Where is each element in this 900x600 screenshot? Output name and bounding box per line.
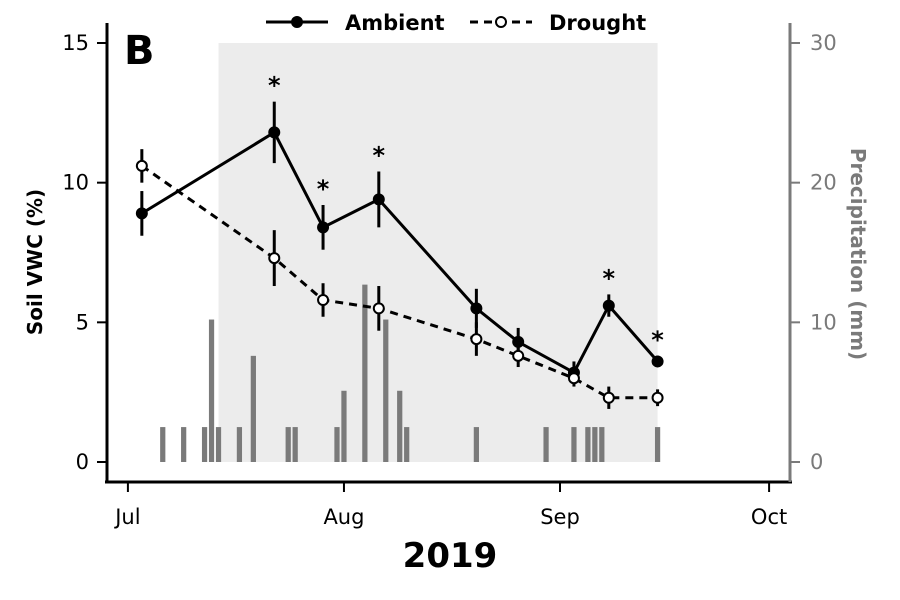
significance-markers: * * * * *: [268, 72, 664, 354]
precip-bar: [341, 390, 347, 462]
legend-ambient-marker: [291, 16, 303, 28]
y2-tick-label: 30: [810, 31, 837, 55]
data-point-ambient: [317, 221, 330, 234]
x-tick-label: Aug: [323, 505, 364, 529]
precip-bar: [654, 427, 661, 462]
x-tick-label: Oct: [751, 505, 787, 529]
y2-tick-label: 10: [810, 310, 837, 334]
panel-label: B: [124, 28, 155, 74]
precip-bar: [334, 427, 340, 462]
precip-bar: [208, 319, 215, 462]
precip-bar: [383, 319, 389, 462]
significance-star: *: [603, 264, 616, 292]
precip-bar: [215, 427, 222, 462]
precip-bar: [292, 427, 298, 462]
data-point-ambient: [470, 302, 483, 315]
precip-bar: [201, 427, 208, 462]
drought-period-rect: [218, 43, 658, 462]
data-point-drought: [372, 302, 385, 315]
x-tick-label: Sep: [540, 505, 580, 529]
y-tick-label: 15: [62, 31, 89, 55]
data-point-ambient: [372, 193, 385, 206]
data-point-drought: [512, 349, 525, 362]
data-point-drought: [317, 293, 330, 306]
data-point-drought: [268, 252, 281, 265]
precip-bar: [250, 355, 256, 462]
y-tick-label: 0: [76, 450, 89, 474]
precip-bar: [181, 427, 187, 462]
y-tick-label: 10: [62, 171, 89, 195]
data-point-drought: [602, 391, 615, 404]
y2-axis-title: Precipitation (mm): [846, 148, 870, 360]
x-tick-label: Jul: [113, 505, 140, 529]
x-axis-title: 2019: [403, 536, 498, 576]
significance-star: *: [651, 326, 664, 354]
data-point-ambient: [651, 355, 664, 368]
y-axis-title: Soil VWC (%): [23, 189, 47, 335]
drought-period-shading: [218, 43, 658, 462]
precip-bar: [362, 284, 368, 462]
legend: Ambient Drought: [266, 11, 646, 35]
precip-bar: [585, 427, 591, 462]
data-point-drought: [651, 391, 664, 404]
data-point-drought: [470, 333, 483, 346]
legend-drought-marker: [495, 16, 507, 28]
significance-star: *: [317, 175, 330, 203]
precip-bar: [571, 427, 577, 462]
precip-bar: [543, 427, 549, 462]
precip-bar: [404, 427, 410, 462]
significance-star: *: [373, 141, 386, 169]
precip-bar: [473, 427, 479, 462]
precip-bar: [236, 427, 243, 462]
data-point-ambient: [268, 126, 281, 139]
legend-drought-label: Drought: [549, 11, 646, 35]
precip-bar: [285, 427, 291, 462]
vwc-series: [135, 101, 664, 409]
precipitation-bars: [160, 284, 661, 462]
data-point-ambient: [602, 299, 615, 312]
y2-tick-label: 0: [810, 450, 823, 474]
data-point-drought: [567, 372, 580, 385]
data-point-drought: [135, 159, 148, 172]
significance-star: *: [268, 72, 281, 100]
y-tick-label: 5: [76, 310, 89, 334]
axes: 0 5 10 15 0 10 20 30 Jul Aug Sep Oct: [62, 23, 837, 529]
precip-bar: [397, 390, 403, 462]
precip-bar: [592, 427, 598, 462]
data-point-ambient: [135, 207, 148, 220]
y2-tick-label: 20: [810, 171, 837, 195]
precip-bar: [599, 427, 605, 462]
precip-bar: [160, 427, 166, 462]
legend-ambient-label: Ambient: [345, 11, 445, 35]
